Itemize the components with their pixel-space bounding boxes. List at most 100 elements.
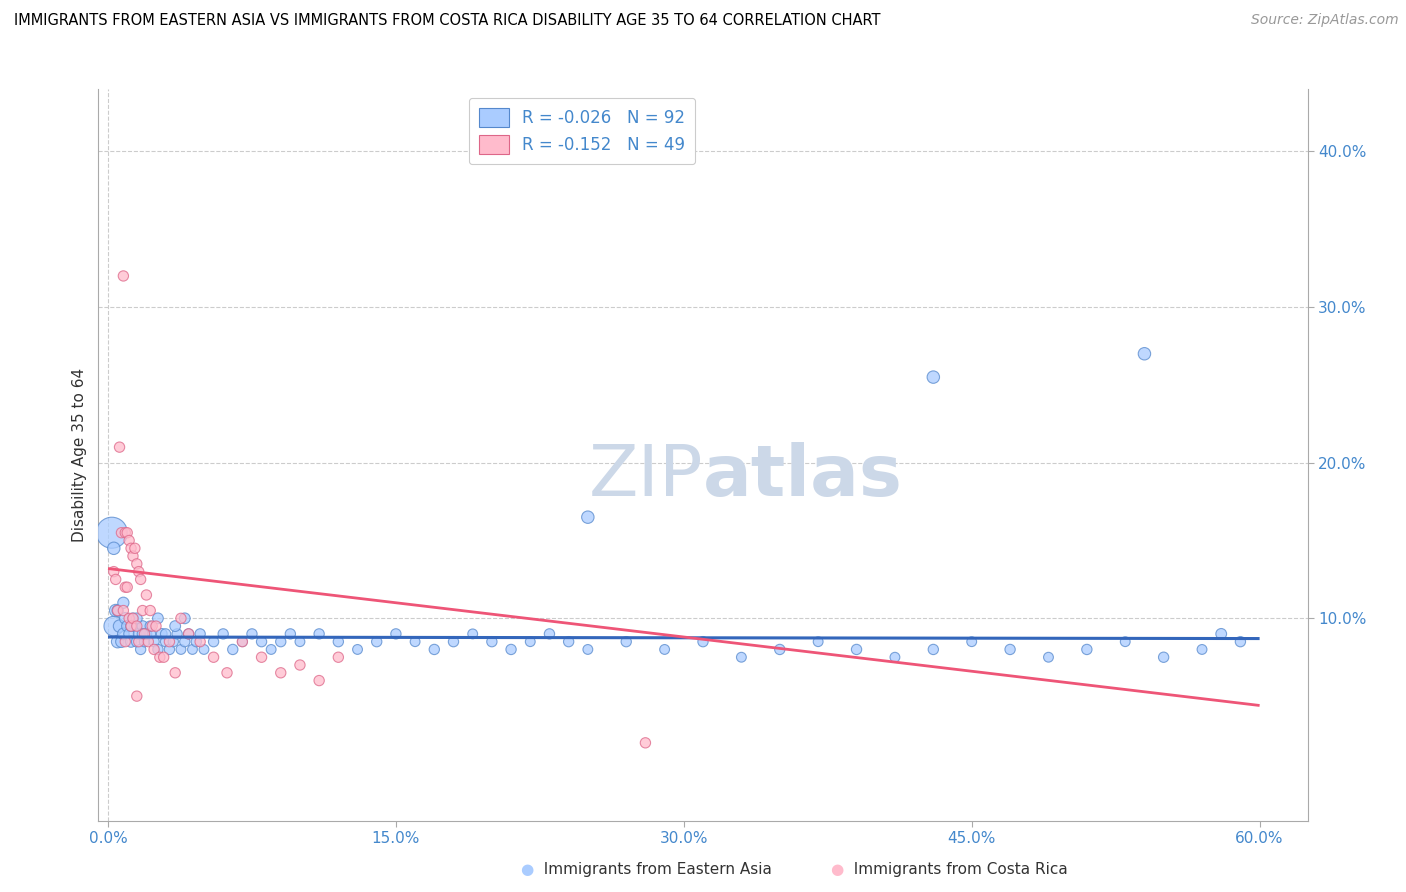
Point (115, 525, 138, 540)
Point (135, 588, 157, 602)
Point (270, 665, 292, 680)
Point (845, 642, 868, 657)
Point (143, 634, 166, 648)
Point (103, 565, 125, 579)
Text: atlas: atlas (703, 442, 903, 511)
Point (173, 634, 195, 648)
Point (125, 557, 148, 571)
Point (120, 619, 142, 633)
Point (222, 642, 245, 657)
Point (1191, 642, 1213, 657)
Text: Source: ZipAtlas.com: Source: ZipAtlas.com (1251, 13, 1399, 28)
Point (884, 650, 907, 665)
Point (166, 627, 188, 641)
Point (1076, 642, 1098, 657)
Point (1229, 634, 1251, 648)
Point (129, 642, 152, 657)
Point (288, 634, 311, 648)
Point (231, 634, 253, 648)
Text: ●: ● (520, 863, 534, 877)
Legend: R = -0.026   N = 92, R = -0.152   N = 49: R = -0.026 N = 92, R = -0.152 N = 49 (470, 97, 695, 164)
Point (112, 268, 135, 283)
Point (139, 603, 162, 617)
Point (159, 634, 181, 648)
Point (998, 642, 1021, 657)
Text: IMMIGRANTS FROM EASTERN ASIA VS IMMIGRANTS FROM COSTA RICA DISABILITY AGE 35 TO : IMMIGRANTS FROM EASTERN ASIA VS IMMIGRAN… (14, 13, 880, 29)
Point (152, 650, 174, 665)
Point (122, 611, 145, 625)
Point (114, 634, 136, 648)
Point (107, 603, 129, 617)
Point (614, 634, 637, 648)
Point (922, 642, 945, 657)
Point (112, 627, 135, 641)
Point (922, 370, 945, 384)
Point (240, 627, 263, 641)
Text: Immigrants from Costa Rica: Immigrants from Costa Rica (844, 863, 1067, 877)
Point (260, 642, 283, 657)
Point (654, 642, 676, 657)
Point (1211, 627, 1233, 641)
Point (280, 627, 302, 641)
Point (124, 541, 146, 556)
Point (215, 665, 238, 680)
Point (146, 642, 169, 657)
Point (730, 650, 752, 665)
Point (128, 634, 150, 648)
Point (165, 665, 187, 680)
Point (129, 573, 152, 587)
Point (423, 642, 446, 657)
Point (1153, 650, 1175, 665)
Point (1114, 634, 1136, 648)
Point (124, 619, 146, 633)
Point (120, 619, 142, 633)
Point (104, 603, 127, 617)
Point (131, 619, 153, 633)
Point (112, 603, 135, 617)
Point (139, 627, 162, 641)
Point (122, 611, 145, 625)
Point (145, 619, 167, 633)
Point (103, 541, 125, 556)
Point (177, 627, 200, 641)
Point (110, 525, 132, 540)
Point (576, 510, 599, 524)
Point (115, 580, 138, 594)
Point (170, 611, 193, 625)
Point (150, 627, 173, 641)
Point (110, 634, 132, 648)
Point (170, 642, 193, 657)
Point (186, 634, 208, 648)
Point (131, 627, 153, 641)
Point (134, 627, 156, 641)
Point (115, 619, 138, 633)
Point (136, 634, 159, 648)
Point (101, 525, 124, 540)
Point (104, 573, 127, 587)
Point (308, 627, 330, 641)
Point (193, 642, 215, 657)
Point (128, 627, 150, 641)
Point (114, 611, 136, 625)
Point (155, 627, 177, 641)
Point (576, 642, 599, 657)
Y-axis label: Disability Age 35 to 64: Disability Age 35 to 64 (72, 368, 87, 542)
Point (114, 525, 136, 540)
Point (118, 533, 141, 548)
Point (404, 634, 426, 648)
Point (181, 642, 204, 657)
Point (328, 650, 350, 665)
Point (202, 634, 225, 648)
Point (118, 627, 141, 641)
Point (188, 634, 211, 648)
Point (807, 634, 830, 648)
Point (499, 642, 522, 657)
Point (231, 634, 253, 648)
Point (366, 634, 388, 648)
Point (692, 634, 714, 648)
Point (270, 634, 292, 648)
Point (146, 611, 169, 625)
Point (131, 603, 153, 617)
Point (135, 627, 157, 641)
Point (1133, 347, 1156, 361)
